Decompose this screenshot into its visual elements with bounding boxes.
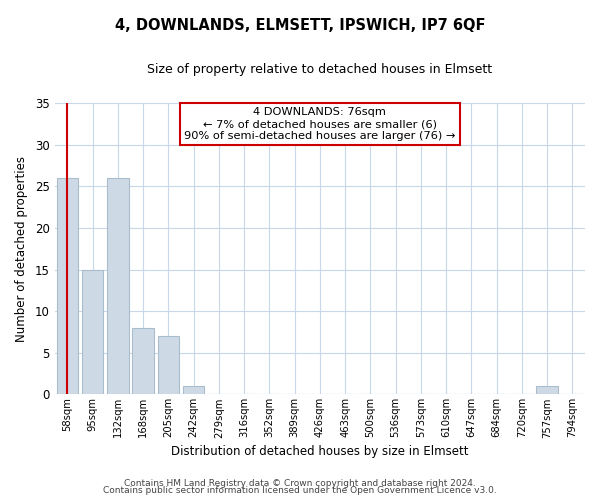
Text: 4 DOWNLANDS: 76sqm
← 7% of detached houses are smaller (6)
90% of semi-detached : 4 DOWNLANDS: 76sqm ← 7% of detached hous… <box>184 108 455 140</box>
Bar <box>158 336 179 394</box>
Title: Size of property relative to detached houses in Elmsett: Size of property relative to detached ho… <box>147 62 493 76</box>
Bar <box>133 328 154 394</box>
Bar <box>107 178 128 394</box>
Text: Contains HM Land Registry data © Crown copyright and database right 2024.: Contains HM Land Registry data © Crown c… <box>124 478 476 488</box>
Bar <box>536 386 558 394</box>
Bar <box>56 178 78 394</box>
Y-axis label: Number of detached properties: Number of detached properties <box>15 156 28 342</box>
Bar <box>82 270 103 394</box>
X-axis label: Distribution of detached houses by size in Elmsett: Distribution of detached houses by size … <box>171 444 469 458</box>
Bar <box>183 386 205 394</box>
Text: 4, DOWNLANDS, ELMSETT, IPSWICH, IP7 6QF: 4, DOWNLANDS, ELMSETT, IPSWICH, IP7 6QF <box>115 18 485 32</box>
Text: Contains public sector information licensed under the Open Government Licence v3: Contains public sector information licen… <box>103 486 497 495</box>
